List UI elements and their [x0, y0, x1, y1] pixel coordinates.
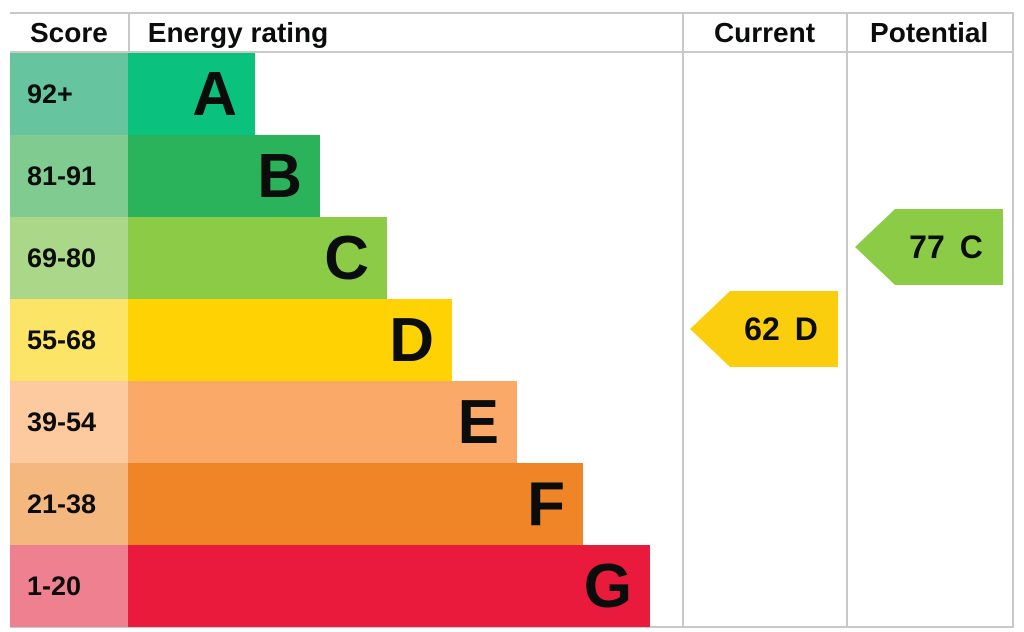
- band-row-f: 21-38 F: [10, 463, 650, 545]
- score-range-g: 1-20: [10, 545, 128, 627]
- score-range-c: 69-80: [10, 217, 128, 299]
- score-range-a: 92+: [10, 53, 128, 135]
- band-bar-a: A: [128, 53, 255, 135]
- band-bar-c: C: [128, 217, 387, 299]
- current-rating-value: 62: [744, 310, 780, 347]
- band-row-d: 55-68 D: [10, 299, 650, 381]
- band-bar-b: B: [128, 135, 320, 217]
- current-rating-arrow: 62 D: [690, 291, 838, 367]
- band-row-e: 39-54 E: [10, 381, 650, 463]
- band-bar-g: G: [128, 545, 650, 627]
- band-bar-f: F: [128, 463, 583, 545]
- band-bar-d: D: [128, 299, 452, 381]
- score-range-e: 39-54: [10, 381, 128, 463]
- band-row-c: 69-80 C: [10, 217, 650, 299]
- potential-column-header: Potential: [870, 17, 989, 48]
- potential-column-divider: [846, 14, 848, 626]
- score-range-f: 21-38: [10, 463, 128, 545]
- score-range-d: 55-68: [10, 299, 128, 381]
- potential-rating-value: 77: [909, 228, 945, 265]
- band-bar-e: E: [128, 381, 517, 463]
- current-rating-band: D: [794, 310, 818, 347]
- band-row-b: 81-91 B: [10, 135, 650, 217]
- current-column-divider: [682, 14, 684, 626]
- potential-rating-band: C: [959, 228, 983, 265]
- score-column-header: Score: [29, 17, 108, 48]
- epc-rating-chart: Score Energy rating Current Potential 92…: [10, 12, 1014, 628]
- potential-rating-arrow: 77 C: [855, 209, 1003, 285]
- chart-header-row: Score Energy rating Current Potential: [10, 14, 1012, 53]
- band-row-a: 92+ A: [10, 53, 650, 135]
- energy-rating-column-header: Energy rating: [127, 14, 683, 51]
- current-column-header: Current: [713, 17, 816, 48]
- band-rows: 92+ A 81-91 B 69-80 C 55-68 D 39-54 E 21…: [10, 53, 650, 627]
- band-row-g: 1-20 G: [10, 545, 650, 627]
- score-range-b: 81-91: [10, 135, 128, 217]
